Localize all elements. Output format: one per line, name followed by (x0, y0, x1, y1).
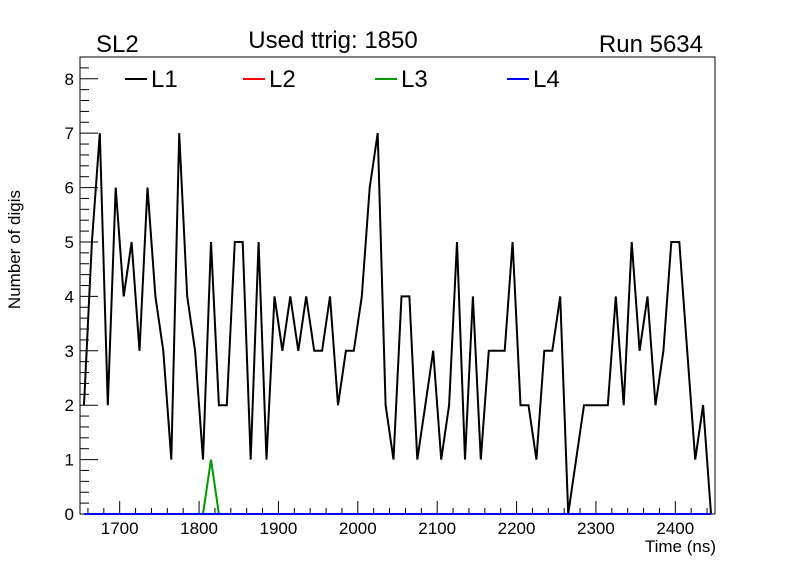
y-tick-label: 8 (65, 70, 74, 89)
header-left: SL2 (96, 31, 139, 58)
y-tick-label: 4 (65, 287, 74, 306)
x-tick-label: 1900 (260, 519, 298, 538)
header-right: Run 5634 (599, 31, 703, 58)
x-tick-label: 1800 (180, 519, 218, 538)
x-tick-label: 2400 (656, 519, 694, 538)
x-tick-label: 2100 (418, 519, 456, 538)
legend-label-l3: L3 (401, 66, 428, 93)
series-line-l1 (83, 133, 712, 515)
x-axis-label: Time (ns) (645, 537, 716, 556)
legend: L1 L2 L3 L4 (125, 66, 560, 93)
y-tick-label: 7 (65, 124, 74, 143)
y-tick-label: 3 (65, 342, 74, 361)
x-tick-label: 2200 (498, 519, 536, 538)
y-tick-label: 0 (65, 505, 74, 524)
x-tick-label: 2300 (577, 519, 615, 538)
legend-label-l2: L2 (269, 66, 296, 93)
y-tick-label: 2 (65, 396, 74, 415)
chart-title: Used ttrig: 1850 (248, 27, 417, 54)
y-axis-label: Number of digis (5, 190, 24, 309)
x-tick-label: 1700 (101, 519, 139, 538)
y-tick-label: 1 (65, 451, 74, 470)
series-group (83, 133, 712, 515)
series-line-l3 (84, 459, 711, 515)
x-tick-label: 2000 (339, 519, 377, 538)
y-tick-label: 5 (65, 233, 74, 252)
axes: 0 1 2 3 4 5 6 7 8 1700 1800 1900 2000 2100 2200 2300 240… (65, 56, 708, 538)
y-tick-label: 6 (65, 179, 74, 198)
legend-label-l4: L4 (533, 66, 560, 93)
legend-label-l1: L1 (151, 66, 178, 93)
